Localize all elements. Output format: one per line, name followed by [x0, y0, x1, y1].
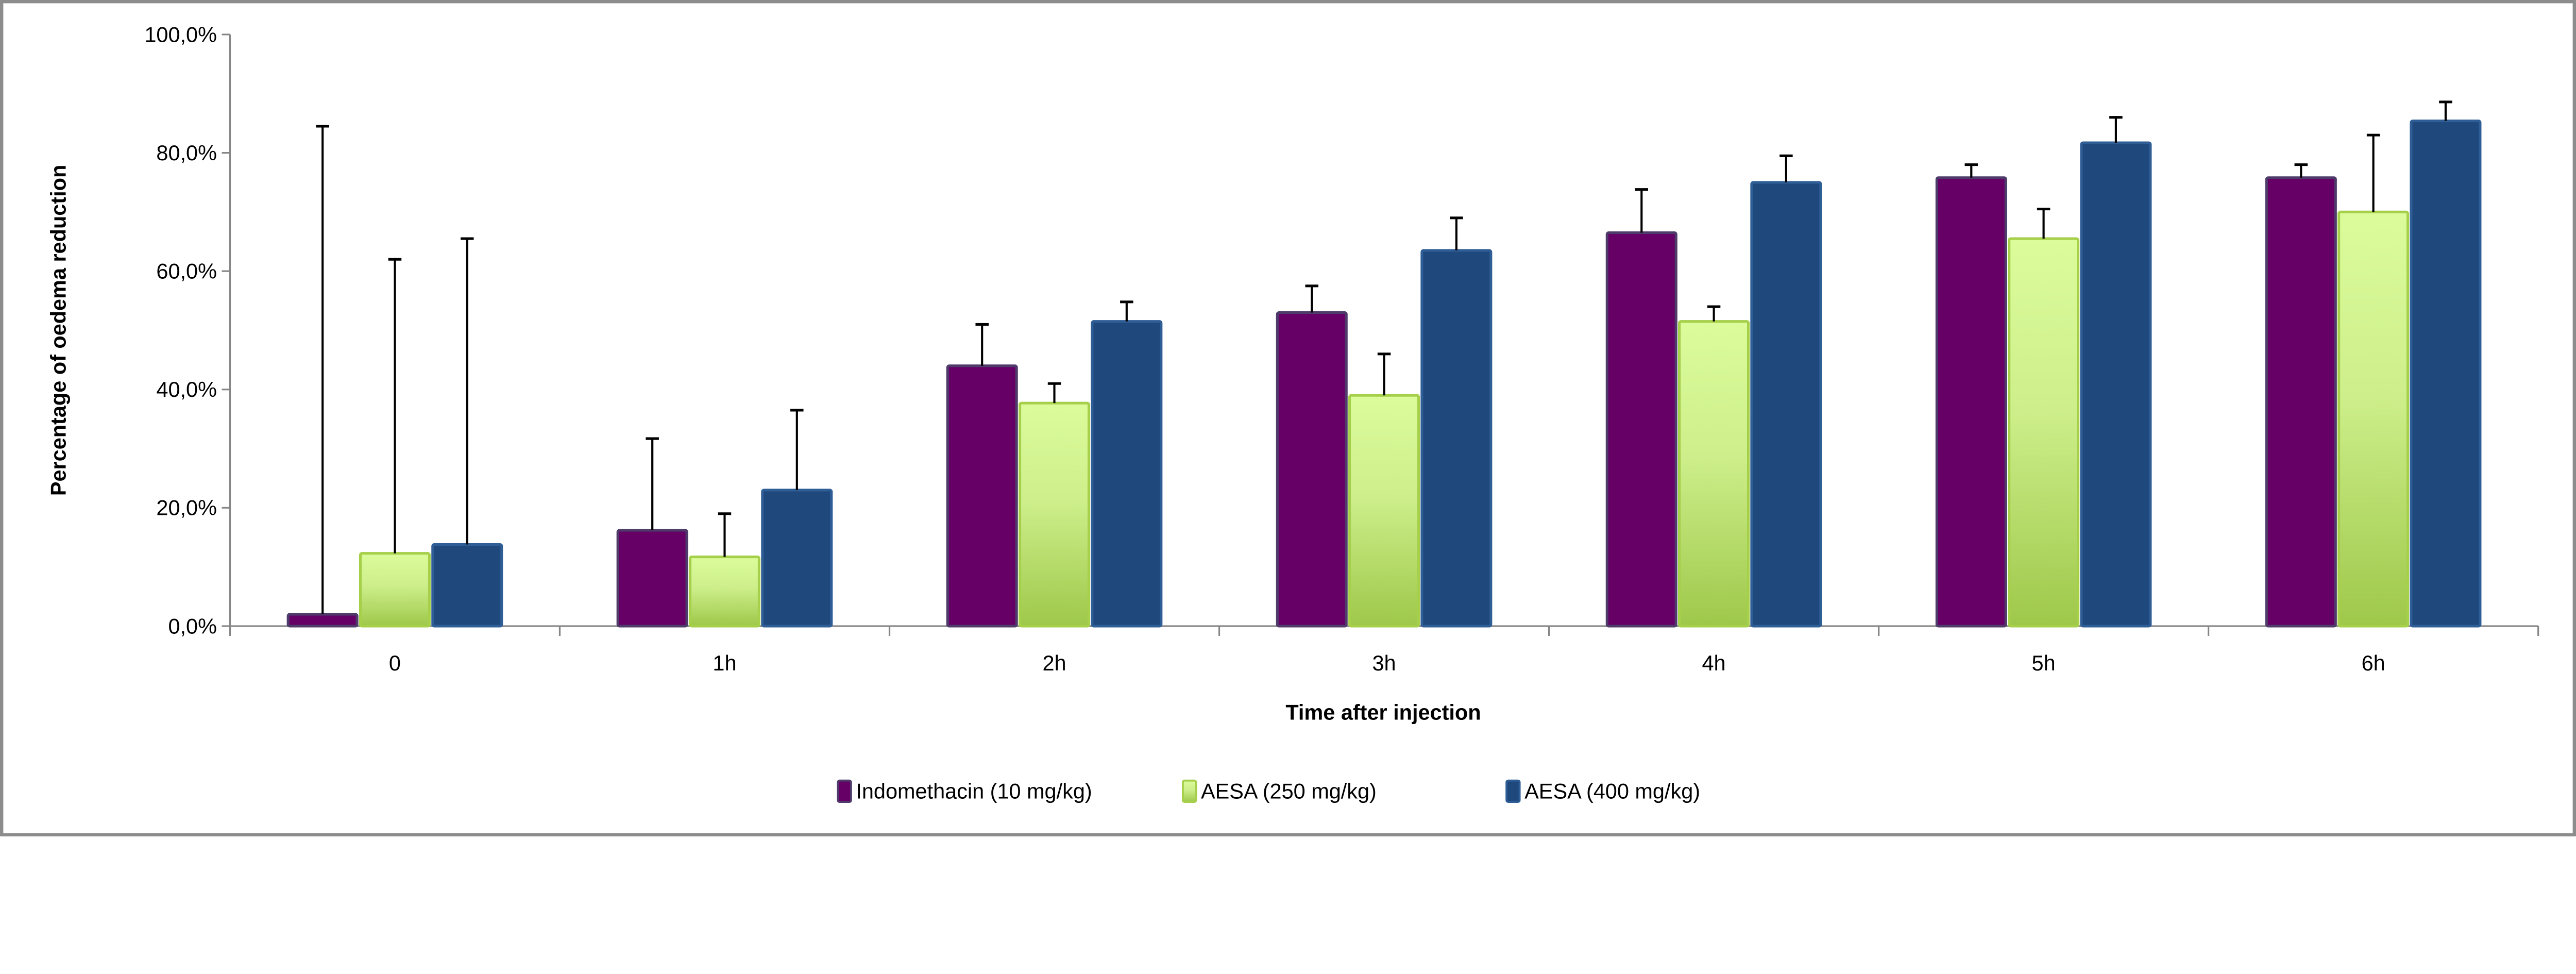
x-tick-label: 0 [389, 651, 401, 675]
x-tick-label: 6h [2362, 651, 2385, 675]
bar [1605, 231, 1677, 628]
bar [2337, 210, 2410, 628]
bar [1420, 249, 1493, 628]
bar [1091, 320, 1163, 628]
bar [761, 489, 833, 628]
y-tick-label: 20,0% [156, 496, 216, 520]
legend: Indomethacin (10 mg/kg) AESA (250 mg/kg) A… [837, 779, 1700, 803]
bars [286, 120, 2482, 628]
x-tick-label: 4h [1702, 651, 1726, 675]
bar [1678, 320, 1750, 628]
x-axis-title: Time after injection [1285, 700, 1481, 725]
y-tick-label: 100,0% [144, 22, 217, 46]
legend-swatch [1505, 779, 1521, 803]
legend-swatch [1182, 779, 1197, 803]
bar [2265, 176, 2337, 628]
bar [286, 613, 359, 628]
bar [1018, 401, 1091, 628]
bar [2008, 237, 2080, 628]
y-tick-label: 60,0% [156, 259, 216, 283]
bar [2410, 120, 2482, 628]
legend-label: AESA (400 mg/kg) [1524, 779, 1700, 803]
y-axis-title: Percentage of oedema reduction [46, 165, 71, 496]
x-tick-label: 1h [713, 651, 736, 675]
bar [2080, 141, 2152, 628]
x-tick-label: 2h [1042, 651, 1066, 675]
bar [616, 529, 688, 628]
bar [1935, 176, 2007, 628]
y-axis: 0,0% 20,0% 40,0% 60,0% 80,0% 100,0% [144, 22, 231, 638]
bar-chart: 0,0% 20,0% 40,0% 60,0% 80,0% 100,0% 0 1h 2h 3h 4h… [0, 0, 2576, 837]
x-tick-label: 3h [1372, 651, 1396, 675]
bar [688, 556, 760, 628]
legend-label: Indomethacin (10 mg/kg) [856, 779, 1092, 803]
legend-label: AESA (250 mg/kg) [1201, 779, 1377, 803]
error-bars [316, 100, 2452, 614]
y-tick-label: 40,0% [156, 377, 216, 401]
legend-swatch [837, 779, 852, 803]
bar [431, 543, 503, 628]
bar [1348, 394, 1420, 628]
bar [359, 552, 431, 628]
y-tick-label: 80,0% [156, 141, 216, 165]
bar [946, 364, 1018, 628]
x-tick-label: 5h [2032, 651, 2056, 675]
y-tick-label: 0,0% [168, 614, 216, 638]
bar [1276, 311, 1348, 628]
bar [1750, 181, 1822, 628]
